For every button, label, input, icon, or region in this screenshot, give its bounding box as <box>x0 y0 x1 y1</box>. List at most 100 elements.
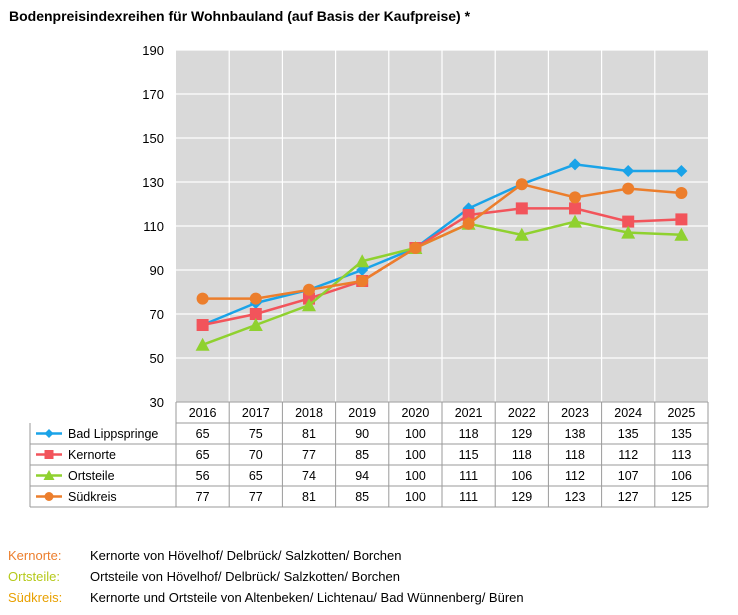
table-cell-value: 90 <box>355 427 369 441</box>
data-point <box>675 165 688 177</box>
data-point <box>515 178 528 191</box>
data-point <box>355 254 370 268</box>
table-cell-value: 112 <box>565 469 585 483</box>
data-point <box>622 182 635 195</box>
data-point <box>249 292 262 305</box>
legend-label: Ortsteile <box>68 469 115 483</box>
footnotes: Kernorte: Kernorte von Hövelhof/ Delbrück… <box>8 545 524 608</box>
data-point <box>674 227 689 241</box>
footnote-key: Ortsteile: <box>8 569 61 584</box>
table-cell-value: 65 <box>249 469 263 483</box>
table-cell-value: 70 <box>249 448 263 462</box>
legend-marker <box>44 492 54 501</box>
table-cell-value: 106 <box>671 469 692 483</box>
data-point <box>621 225 636 239</box>
table-cell-value: 115 <box>459 448 479 462</box>
table-cell-value: 81 <box>302 427 316 441</box>
x-tick-label: 2019 <box>348 406 376 420</box>
table-cell-value: 123 <box>565 490 586 504</box>
table-cell-value: 106 <box>511 469 532 483</box>
footnote-text: Kernorte von Hövelhof/ Delbrück/ Salzkot… <box>90 548 402 563</box>
x-tick-label: 2023 <box>561 406 589 420</box>
data-point <box>248 318 263 331</box>
data-point <box>356 275 369 287</box>
legend-marker <box>44 429 54 438</box>
data-point <box>462 209 475 221</box>
table-cell-value: 100 <box>405 490 426 504</box>
data-point <box>622 165 635 177</box>
footnote-text: Kernorte und Ortsteile von Altenbeken/ L… <box>90 590 524 605</box>
table-cell-value: 77 <box>249 490 263 504</box>
y-tick-label: 70 <box>150 307 164 322</box>
y-tick-label: 30 <box>150 395 164 410</box>
footnote-suedkreis: Südkreis: Kernorte und Ortsteile von Alte… <box>8 587 524 608</box>
legend-label: Südkreis <box>68 490 117 504</box>
table-cell-value: 135 <box>618 427 639 441</box>
series-line <box>202 182 682 300</box>
table-cell-value: 107 <box>618 469 639 483</box>
table-cell-value: 94 <box>355 469 369 483</box>
legend-marker <box>43 470 55 480</box>
table-cell-value: 85 <box>355 490 369 504</box>
y-tick-label: 90 <box>150 263 164 278</box>
x-tick-label: 2024 <box>614 406 642 420</box>
data-point <box>409 242 422 254</box>
table-cell-value: 111 <box>459 490 478 504</box>
table-cell-value: 77 <box>302 448 316 462</box>
data-point <box>302 298 316 312</box>
legend-label: Kernorte <box>68 448 116 462</box>
table-cell-value: 127 <box>618 490 639 504</box>
legend-label: Bad Lippspringe <box>68 427 158 441</box>
x-tick-label: 2021 <box>455 406 483 420</box>
table-cell-value: 81 <box>302 490 316 504</box>
data-point <box>462 217 475 230</box>
data-point <box>195 337 210 351</box>
data-point <box>196 292 209 305</box>
footnote-key: Südkreis: <box>8 590 63 605</box>
data-table <box>29 401 709 508</box>
y-tick-label: 150 <box>142 131 164 146</box>
table-cell-value: 129 <box>511 427 532 441</box>
line-chart: 30 50 70 90 110 130 150 170 190 2016 2017 2018 2019 2… <box>29 43 709 508</box>
table-cell-value: 118 <box>565 448 585 462</box>
x-tick-label: 2018 <box>295 406 323 420</box>
x-tick-label: 2022 <box>508 406 536 420</box>
table-cell-value: 65 <box>196 448 210 462</box>
footnote-text: Ortsteile von Hövelhof/ Delbrück/ Salzko… <box>90 569 400 584</box>
series-line <box>202 207 682 327</box>
table-cell-value: 138 <box>565 427 586 441</box>
footnote-key: Kernorte: <box>8 548 62 563</box>
table-cell-value: 135 <box>671 427 692 441</box>
y-tick-label: 170 <box>142 87 164 102</box>
x-tick-label: 2020 <box>401 406 429 420</box>
x-tick-label: 2016 <box>189 406 217 420</box>
table-cell-value: 85 <box>355 448 369 462</box>
table-cell-value: 118 <box>512 448 532 462</box>
data-point <box>514 227 529 241</box>
y-tick-label: 190 <box>142 43 164 58</box>
table-cell-value: 118 <box>459 427 479 441</box>
table-cell-value: 100 <box>405 469 426 483</box>
data-point <box>196 319 209 331</box>
series-line <box>202 163 682 327</box>
data-point <box>303 283 315 296</box>
data-point <box>569 202 581 215</box>
table-cell-value: 113 <box>671 448 691 462</box>
table-cell-value: 129 <box>511 490 532 504</box>
table-cell-value: 111 <box>459 469 478 483</box>
data-point <box>622 215 635 228</box>
footnote-ortsteile: Ortsteile: Ortsteile von Hövelhof/ Delbrü… <box>8 566 524 587</box>
table-cell-value: 74 <box>302 469 316 483</box>
data-point <box>249 308 262 320</box>
x-tick-label: 2017 <box>242 406 270 420</box>
data-point <box>568 214 582 228</box>
table-cell-value: 65 <box>196 427 210 441</box>
table-cell-value: 75 <box>249 427 263 441</box>
data-point <box>569 191 581 204</box>
table-cell-value: 100 <box>405 448 426 462</box>
table-cell-value: 56 <box>196 469 210 483</box>
table-cell-value: 77 <box>196 490 210 504</box>
y-tick-label: 50 <box>150 351 164 366</box>
table-cell-value: 125 <box>671 490 692 504</box>
footnote-kernorte: Kernorte: Kernorte von Hövelhof/ Delbrück… <box>8 545 524 566</box>
